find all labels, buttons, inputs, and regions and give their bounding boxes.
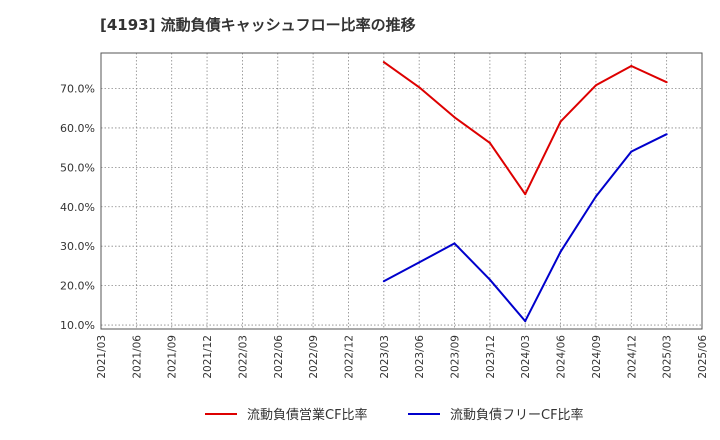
data-point [665,81,668,84]
y-tick-label: 50.0% [60,161,95,174]
plot-frame [100,52,703,330]
x-tick-label: 2021/09 [167,335,179,379]
x-tick-label: 2022/12 [343,335,355,379]
x-tick-label: 2021/06 [131,335,143,379]
x-tick-label: 2025/06 [697,335,709,379]
series-lines [382,61,668,323]
x-tick-label: 2021/03 [96,335,108,379]
x-tick-label: 2022/06 [273,335,285,379]
data-point [594,195,597,198]
x-tick-label: 2021/12 [202,335,214,379]
data-point [559,250,562,253]
y-tick-label: 60.0% [60,122,95,135]
legend-item-operating-cf: 流動負債営業CF比率 [205,404,368,423]
x-axis-ticks: 2021/03 2021/06 2021/09 2021/12 2022/03 2022/… [96,335,709,379]
chart-title: [4193] 流動負債キャッシュフロー比率の推移 [100,16,416,34]
x-tick-label: 2024/03 [520,335,532,379]
data-point [453,242,456,245]
data-point [524,320,527,323]
x-tick-label: 2023/09 [450,335,462,379]
data-point [559,120,562,123]
data-point [488,141,491,144]
x-tick-label: 2023/03 [379,335,391,379]
data-point [453,116,456,119]
data-point [488,278,491,281]
y-tick-label: 40.0% [60,201,95,214]
x-tick-label: 2023/12 [485,335,497,379]
data-point [630,65,633,68]
x-tick-label: 2022/03 [237,335,249,379]
y-tick-label: 20.0% [60,280,95,293]
legend-item-free-cf: 流動負債フリーCF比率 [408,404,584,423]
y-tick-label: 10.0% [60,319,95,332]
legend-label-operating-cf: 流動負債営業CF比率 [247,408,368,423]
x-tick-label: 2025/03 [662,335,674,379]
grid-lines [101,53,702,329]
data-point [382,280,385,283]
data-point [665,133,668,136]
y-tick-label: 70.0% [60,82,95,95]
x-tick-label: 2024/09 [591,335,603,379]
x-tick-label: 2023/06 [414,335,426,379]
legend-swatch-free-cf [408,412,440,415]
data-point [630,150,633,153]
x-tick-label: 2024/12 [626,335,638,379]
y-axis-ticks: 10.0% 20.0% 30.0% 40.0% 50.0% 60.0% 70.0% [60,82,95,332]
data-point [418,86,421,89]
data-point [418,261,421,264]
data-point [524,193,527,196]
x-tick-label: 2024/06 [556,335,568,379]
x-tick-label: 2022/09 [308,335,320,379]
legend-label-free-cf: 流動負債フリーCF比率 [450,408,584,423]
legend-swatch-operating-cf [205,412,237,415]
y-tick-label: 30.0% [60,240,95,253]
data-point [594,84,597,87]
data-point [382,61,385,64]
legend: 流動負債営業CF比率 流動負債フリーCF比率 [0,404,720,428]
